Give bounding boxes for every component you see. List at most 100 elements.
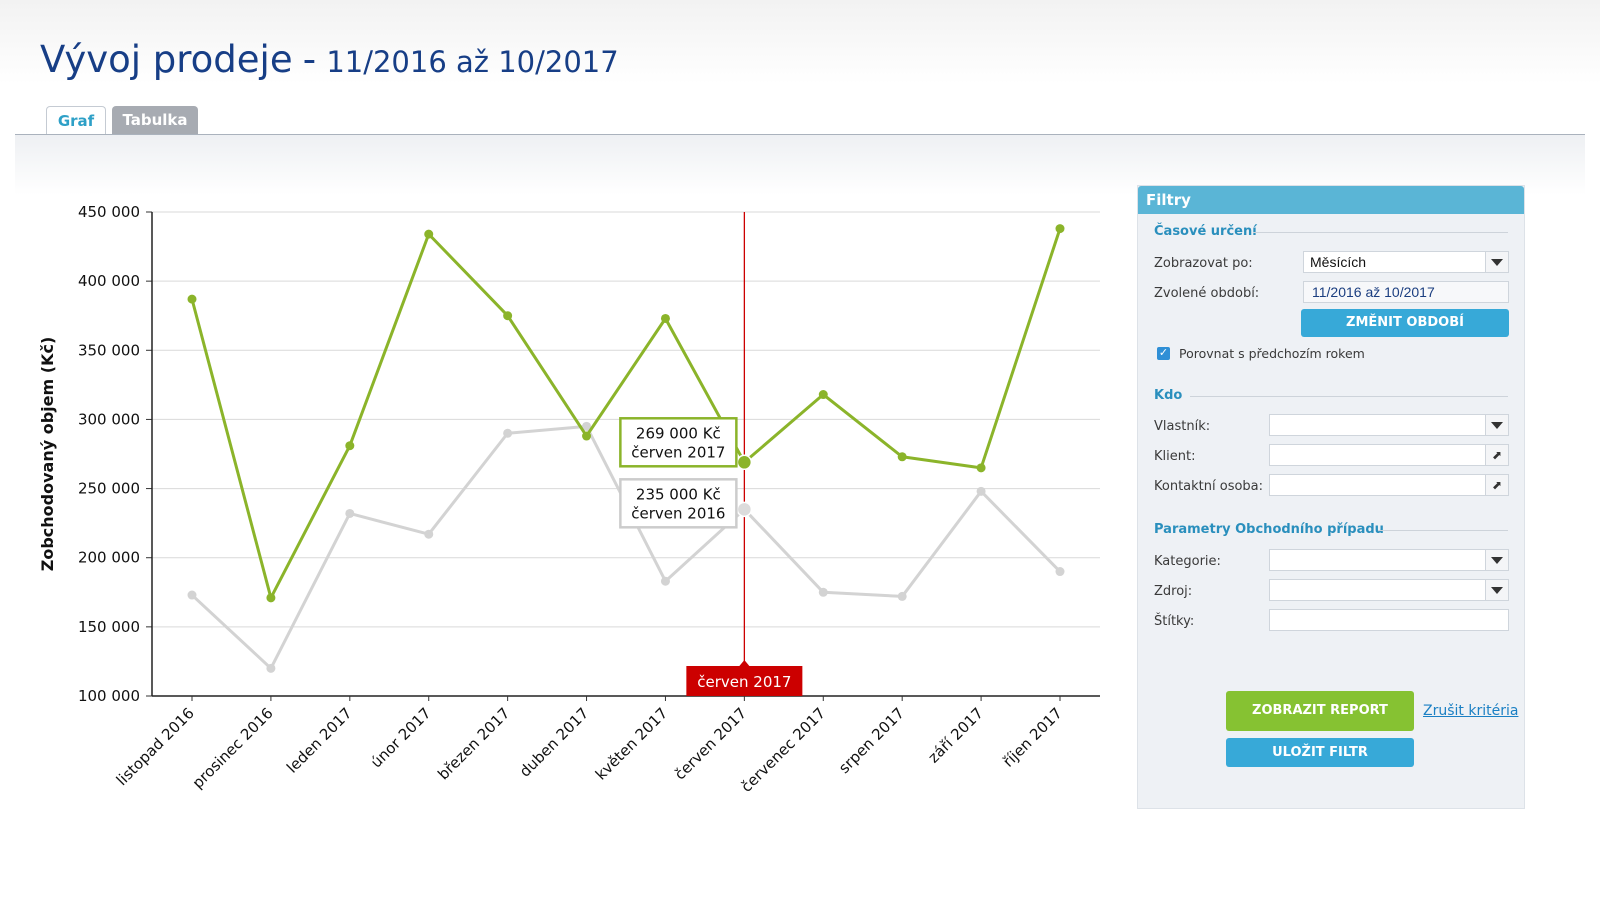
show-report-button[interactable]: ZOBRAZIT REPORT <box>1226 691 1414 731</box>
x-tick-label: srpen 2017 <box>835 704 908 777</box>
time-section-line <box>1253 232 1508 233</box>
tabs-divider <box>15 134 1585 135</box>
source-select[interactable] <box>1269 579 1509 601</box>
y-tick-label: 300 000 <box>78 410 140 428</box>
category-label: Kategorie: <box>1154 554 1221 569</box>
who-section-title: Kdo <box>1154 388 1183 403</box>
highlight-flag <box>686 666 803 696</box>
y-tick-label: 200 000 <box>78 549 140 567</box>
change-period-button[interactable]: ZMĚNIT OBDOBÍ <box>1301 309 1509 337</box>
data-point[interactable] <box>976 463 986 473</box>
time-section-title: Časové určení <box>1154 224 1257 239</box>
client-field[interactable]: ⬈ <box>1269 444 1509 466</box>
highlight-flag-label: červen 2017 <box>697 673 791 691</box>
data-point[interactable] <box>1055 224 1065 234</box>
sales-chart: 450 000 400 000 350 000 300 000 250 000 200 0… <box>0 190 1120 830</box>
lookup-icon[interactable]: ⬈ <box>1485 445 1508 465</box>
page-title-main: Vývoj prodeje <box>40 38 293 81</box>
data-point[interactable] <box>187 294 197 304</box>
data-point[interactable] <box>266 663 276 673</box>
chevron-down-icon[interactable] <box>1485 580 1508 600</box>
who-section-line <box>1190 396 1508 397</box>
tab-graf[interactable]: Graf <box>46 106 106 137</box>
header-background <box>0 0 1600 140</box>
page-title-period: 11/2016 až 10/2017 <box>326 45 619 79</box>
display-by-label: Zobrazovat po: <box>1154 256 1253 271</box>
x-tick-label: říjen 2017 <box>999 704 1066 771</box>
data-point[interactable] <box>660 576 670 586</box>
cancel-criteria-link[interactable]: Zrušit kritéria <box>1423 703 1519 719</box>
highlight-point-previous <box>736 501 753 518</box>
y-tick-label: 450 000 <box>78 203 140 221</box>
highlight-flag-arrow <box>739 660 750 666</box>
data-point[interactable] <box>345 441 355 451</box>
data-point[interactable] <box>1055 567 1065 577</box>
tooltip-value: 269 000 Kč <box>636 424 721 442</box>
contact-label: Kontaktní osoba: <box>1154 479 1264 494</box>
source-label: Zdroj: <box>1154 584 1193 599</box>
data-point[interactable] <box>424 229 434 239</box>
compare-label: Porovnat s předchozím rokem <box>1179 346 1365 361</box>
data-point[interactable] <box>582 431 592 441</box>
tooltip-period: červen 2017 <box>631 443 725 461</box>
data-point[interactable] <box>976 486 986 496</box>
data-point[interactable] <box>424 529 434 539</box>
tags-label: Štítky: <box>1154 614 1195 629</box>
data-point[interactable] <box>818 587 828 597</box>
lookup-icon[interactable]: ⬈ <box>1485 475 1508 495</box>
data-point[interactable] <box>582 421 592 431</box>
y-tick-label: 250 000 <box>78 480 140 498</box>
data-point[interactable] <box>187 590 197 600</box>
data-point[interactable] <box>897 591 907 601</box>
y-tick-label: 100 000 <box>78 687 140 705</box>
sales-chart-svg: 450 000 400 000 350 000 300 000 250 000 200 0… <box>38 203 1100 796</box>
params-section-line <box>1378 530 1508 531</box>
tooltip-value: 235 000 Kč <box>636 485 721 503</box>
data-point[interactable] <box>818 390 828 400</box>
data-point[interactable] <box>503 311 513 321</box>
data-point[interactable] <box>897 452 907 462</box>
tags-input[interactable] <box>1269 609 1509 631</box>
display-by-value: Měsících <box>1310 254 1367 270</box>
period-field: 11/2016 až 10/2017 <box>1303 281 1509 303</box>
data-point[interactable] <box>345 508 355 518</box>
save-filter-button[interactable]: ULOŽIT FILTR <box>1226 738 1414 767</box>
filters-title: Filtry <box>1138 186 1524 214</box>
highlight-point-current <box>736 454 753 471</box>
contact-field[interactable]: ⬈ <box>1269 474 1509 496</box>
x-tick-label: únor 2017 <box>367 704 434 771</box>
x-tick-label: červen 2017 <box>671 704 750 783</box>
x-tick-label: červenec 2017 <box>737 704 829 796</box>
data-point[interactable] <box>266 593 276 603</box>
tooltip-period: červen 2016 <box>631 504 725 522</box>
x-tick-label: květen 2017 <box>592 704 671 783</box>
x-tick-label: duben 2017 <box>516 704 593 781</box>
page-title: Vývoj prodeje - 11/2016 až 10/2017 <box>40 38 619 81</box>
y-tick-label: 150 000 <box>78 618 140 636</box>
category-select[interactable] <box>1269 549 1509 571</box>
y-tick-label: 400 000 <box>78 272 140 290</box>
series-line <box>190 228 1062 600</box>
x-tick-label: září 2017 <box>924 704 986 766</box>
owner-label: Vlastník: <box>1154 419 1211 434</box>
tab-tabulka[interactable]: Tabulka <box>112 106 198 135</box>
y-axis-label: Zobchodovaný objem (Kč) <box>38 337 57 572</box>
chevron-down-icon[interactable] <box>1485 415 1508 435</box>
period-label: Zvolené období: <box>1154 286 1260 301</box>
x-tick-label: březen 2017 <box>434 704 513 783</box>
client-label: Klient: <box>1154 449 1196 464</box>
chevron-down-icon[interactable] <box>1485 550 1508 570</box>
params-section-title: Parametry Obchodního případu <box>1154 522 1384 537</box>
data-point[interactable] <box>660 313 670 323</box>
data-point[interactable] <box>503 428 513 438</box>
compare-checkbox[interactable]: ✓ <box>1157 347 1170 360</box>
tooltip-box <box>619 417 738 468</box>
x-tick-label: listopad 2016 <box>113 704 198 789</box>
display-by-select[interactable]: Měsících <box>1303 251 1509 273</box>
owner-select[interactable] <box>1269 414 1509 436</box>
y-tick-label: 350 000 <box>78 341 140 359</box>
page-title-separator: - <box>302 38 317 81</box>
chevron-down-icon[interactable] <box>1485 252 1508 272</box>
filters-panel: Filtry Časové určení Zobrazovat po: Měsí… <box>1137 185 1525 809</box>
tooltip-box <box>619 478 738 529</box>
